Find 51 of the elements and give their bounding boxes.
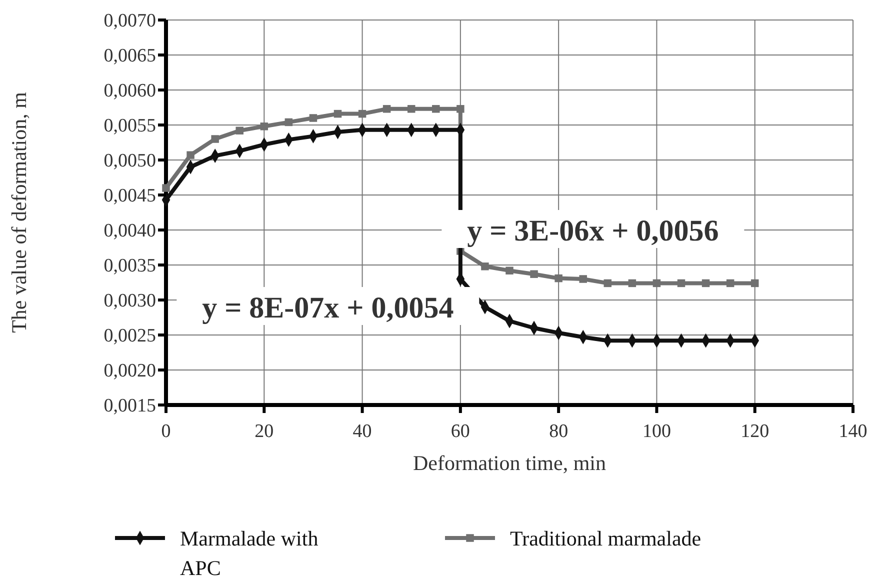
y-tick-label: 0,0020 <box>104 360 156 382</box>
x-axis-title: Deformation time, min <box>412 451 607 475</box>
legend-label: Traditional marmalade <box>510 526 702 550</box>
point <box>652 279 661 288</box>
point <box>554 274 562 282</box>
point <box>579 275 587 283</box>
x-tick-label: 0 <box>161 421 171 442</box>
point <box>358 110 366 118</box>
y-tick-label: 0,0055 <box>104 116 156 137</box>
y-axis-title: The value of deformation, m <box>7 92 31 333</box>
y-tick-label: 0,0065 <box>104 46 156 67</box>
y-tick-label: 0,0025 <box>104 326 156 347</box>
y-tick-label: 0,0035 <box>104 256 156 277</box>
y-tick-label: 0,0060 <box>104 80 156 102</box>
x-tick-label: 80 <box>549 421 568 442</box>
point <box>702 279 710 288</box>
point <box>432 105 440 113</box>
point <box>236 126 244 134</box>
point <box>677 279 686 288</box>
point <box>162 184 170 192</box>
point <box>750 279 759 288</box>
y-tick-label: 0,0015 <box>104 396 156 417</box>
x-tick-label: 140 <box>838 421 868 442</box>
point <box>334 110 342 118</box>
x-tick-label: 60 <box>450 421 470 442</box>
point <box>530 270 538 278</box>
y-tick-label: 0,0070 <box>104 10 156 32</box>
y-tick-label: 0,0040 <box>104 220 156 242</box>
point <box>284 118 293 126</box>
point <box>309 114 318 122</box>
x-tick-label: 20 <box>254 421 274 442</box>
x-tick-label: 100 <box>642 421 671 442</box>
point <box>186 151 194 159</box>
x-tick-label: 40 <box>352 421 372 442</box>
y-tick-label: 0,0050 <box>104 150 156 172</box>
y-tick-label: 0,0045 <box>104 186 156 207</box>
point <box>628 279 636 288</box>
annotation: y = 8E-07x + 0,0054 <box>202 292 454 324</box>
point <box>382 105 391 113</box>
point <box>604 279 612 288</box>
point <box>726 279 734 288</box>
point <box>506 266 514 274</box>
point <box>481 262 489 270</box>
y-tick-label: 0,0030 <box>104 290 156 312</box>
x-tick-label: 120 <box>740 421 770 442</box>
point <box>211 135 219 143</box>
legend-label: Marmalade with APC <box>180 526 319 580</box>
point <box>260 122 268 130</box>
point <box>407 105 416 113</box>
annotation: y = 3E-06x + 0,0056 <box>467 214 719 248</box>
point <box>456 105 464 113</box>
